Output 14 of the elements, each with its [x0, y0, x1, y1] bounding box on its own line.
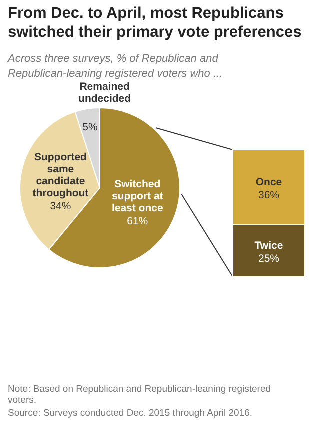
series-label: Once — [256, 176, 282, 188]
chart-subtitle: Across three surveys, % of Republican and Republican-leaning registered voters who ... — [7, 53, 223, 80]
data-label: 61% — [127, 216, 148, 228]
text: Note: Based on Republican and Republican-leaning registered voters. — [8, 384, 272, 406]
slice-label: Switched support at least once — [112, 178, 164, 215]
data-label: 25% — [258, 252, 280, 265]
data-label: 5% — [82, 121, 98, 134]
chart-title: From Dec. to April, most Republicans switched their primary vote preferences — [8, 5, 302, 41]
slice-label: Supported same candidate throughout — [32, 152, 90, 200]
series-label: Twice — [254, 240, 284, 252]
data-label: 34% — [50, 200, 72, 213]
slice-label: Remained undecided — [78, 81, 132, 105]
source-note: Source: Surveys conducted Dec. 2015 through April 2016. — [8, 408, 253, 419]
data-label: 36% — [258, 189, 280, 202]
